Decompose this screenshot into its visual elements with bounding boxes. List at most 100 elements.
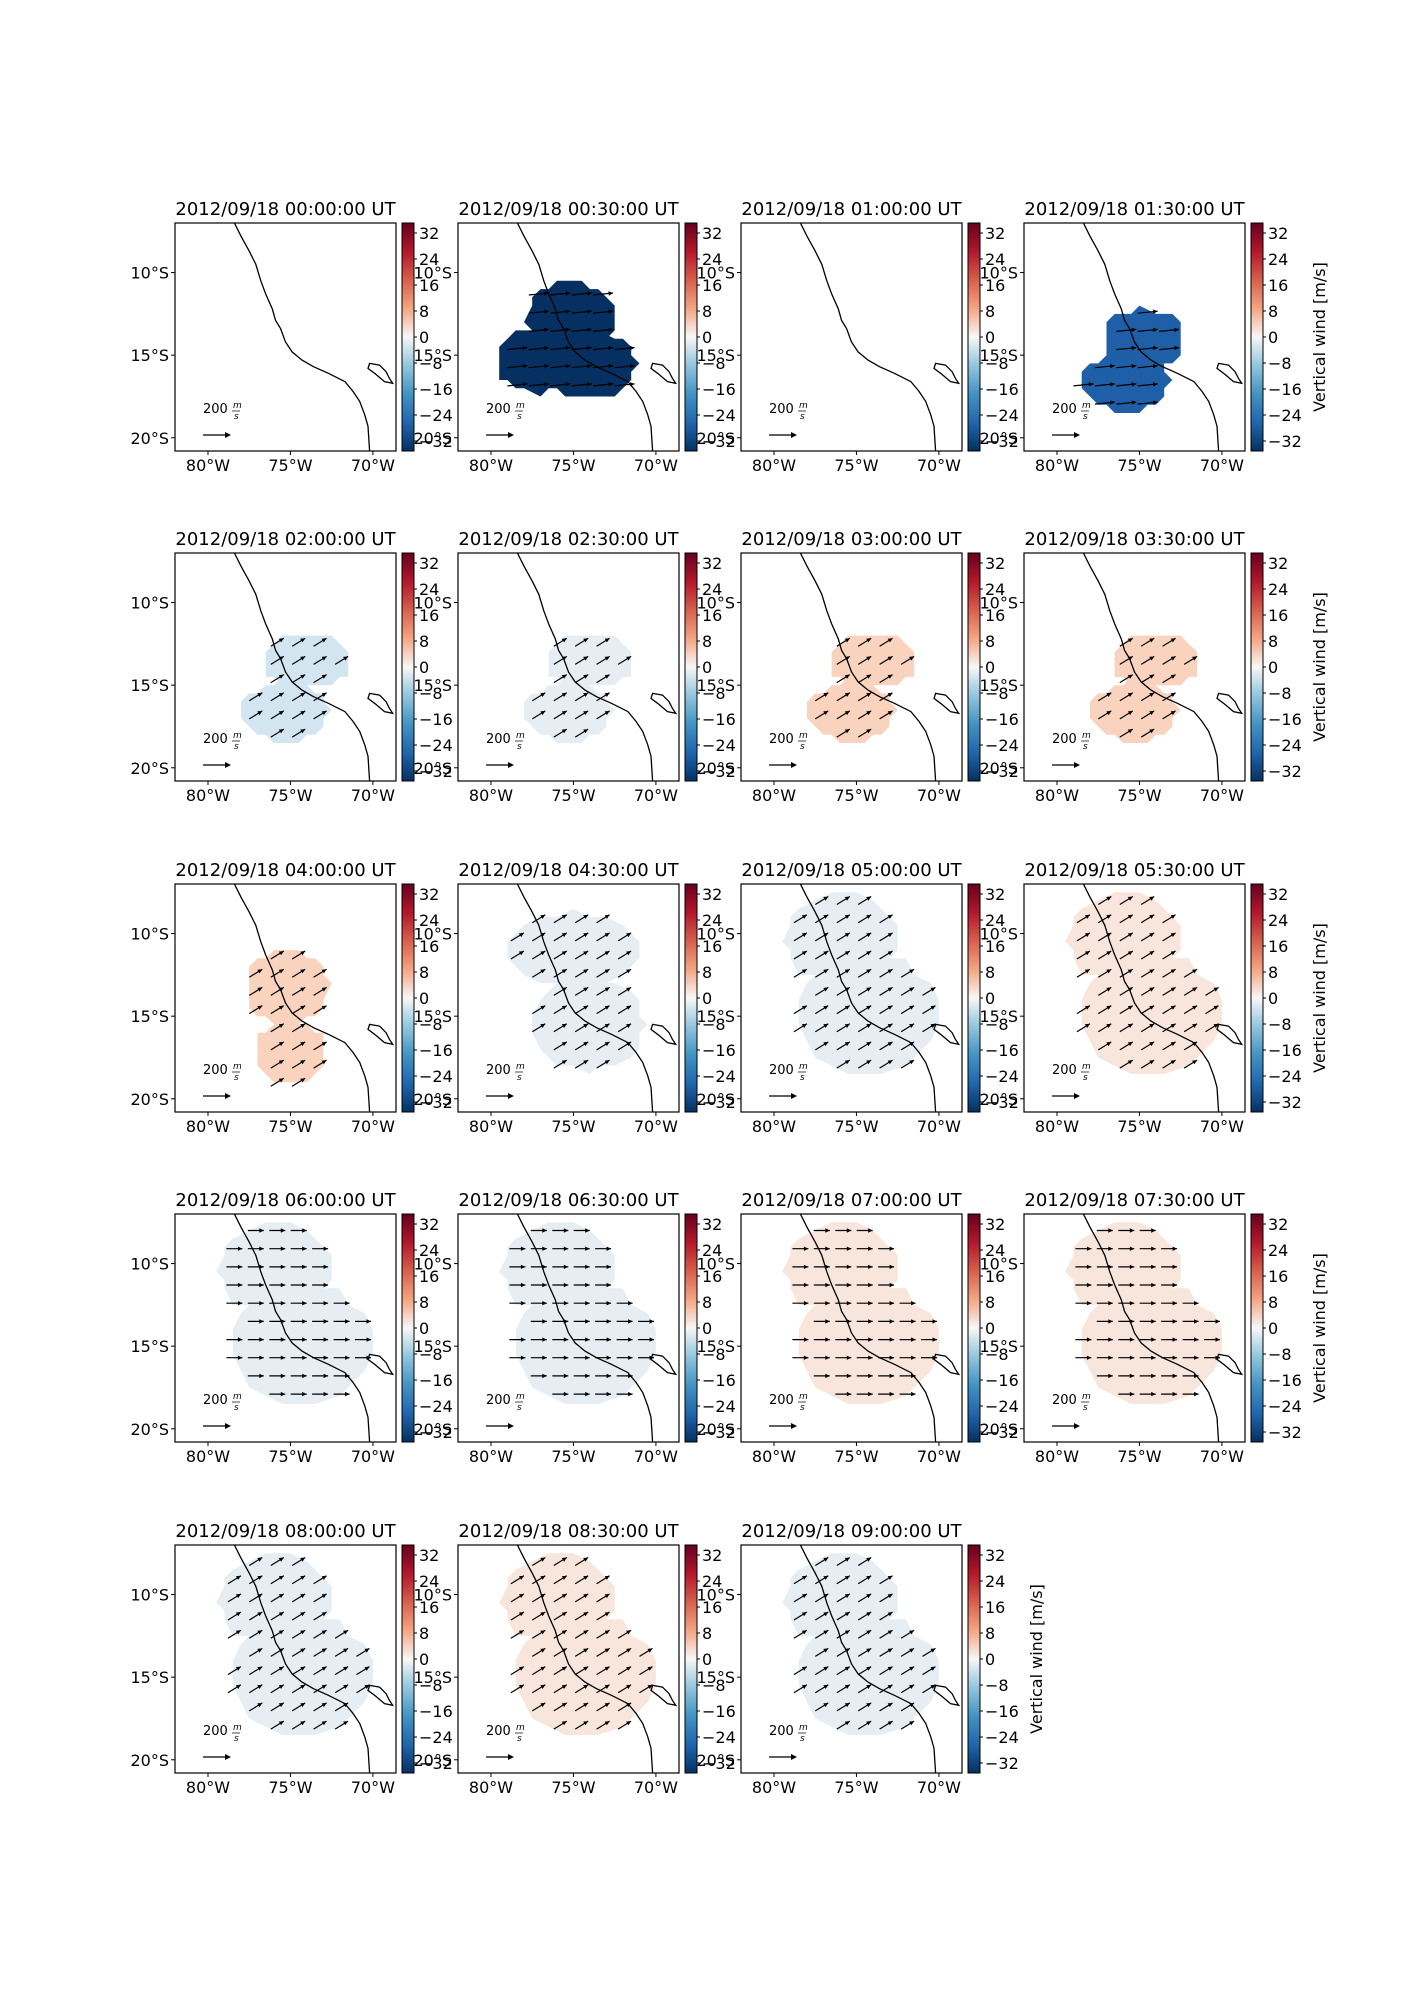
wind-arrow-head [604, 1648, 610, 1653]
colorbar-tick-label: 16 [702, 1598, 722, 1617]
wind-arrow-head [844, 1575, 850, 1580]
lon-tick-label: 75°W [551, 456, 595, 475]
wind-arrow-head [585, 1282, 590, 1288]
wind-arrow-head [647, 1684, 653, 1689]
scale-unit-bottom: s [1083, 742, 1088, 752]
colorbar [1250, 552, 1264, 782]
map-panel: 2012/09/18 08:00:00 UT 200 ms 80°W 75°W 70°W 1… [130, 1521, 452, 1797]
map-frame [740, 883, 963, 1113]
colorbar-tick-label: 16 [1268, 606, 1288, 625]
wind-arrow-head [1170, 1060, 1176, 1065]
colorbar-tick-label: 24 [702, 1572, 722, 1591]
colorbar-tick-label: 24 [985, 580, 1005, 599]
wind-arrow-head [259, 1337, 264, 1342]
wind-arrow-head [323, 1246, 329, 1251]
coastline [1082, 1214, 1220, 1442]
wind-arrow-head [604, 987, 610, 992]
scale-unit-bottom: s [517, 742, 522, 752]
wind-arrow-head [257, 710, 263, 716]
wind-arrow-head [585, 1373, 590, 1379]
wind-arrow-head [909, 1648, 915, 1653]
map-frame [740, 222, 963, 452]
map-panel: 2012/09/18 00:30:00 UT 200 ms 80°W 75°W 70°W 1… [413, 199, 735, 475]
wind-arrow-head [846, 1373, 852, 1379]
scale-unit-bottom: s [517, 1403, 522, 1413]
wind-arrow-head [866, 638, 872, 643]
panel-title: 2012/09/18 00:00:00 UT [175, 199, 396, 220]
wind-arrow-head [608, 309, 614, 314]
wind-arrow-head [823, 1575, 829, 1580]
colorbar-tick-label: 0 [1268, 1319, 1278, 1338]
wind-arrow-head [561, 729, 567, 734]
wind-arrow-head [345, 1319, 350, 1324]
wind-arrow-head [587, 291, 592, 296]
colorbar-tick-label: 24 [985, 250, 1005, 269]
map-frame [457, 883, 680, 1113]
wind-arrow-head [542, 1319, 547, 1324]
wind-arrow-head [237, 1337, 243, 1342]
lat-tick-label: 20°S [130, 429, 169, 448]
wind-arrow-head [540, 1593, 546, 1599]
wind-arrow-head [606, 1337, 612, 1342]
wind-arrow-head [1106, 951, 1112, 956]
wind-arrow-head [1170, 1005, 1176, 1010]
colorbar-tick-label: 16 [702, 937, 722, 956]
wind-arrow-head [909, 1666, 915, 1671]
lat-tick-label: 15°S [413, 1337, 452, 1356]
lon-tick-label: 70°W [634, 1117, 678, 1136]
wind-arrow-head [887, 656, 893, 661]
wind-arrow-head [866, 1630, 872, 1635]
lake-outline [1216, 1353, 1244, 1376]
wind-arrow-head [302, 1246, 307, 1251]
wind-arrow-head [563, 1246, 569, 1251]
wind-arrow-head [321, 1005, 327, 1010]
map-panel: 2012/09/18 03:30:00 UT 200 ms 80°W 75°W 70°W 1… [979, 529, 1329, 805]
wind-arrow-head [626, 1005, 632, 1010]
wind-arrow-head [300, 1041, 306, 1047]
wind-field-region [798, 1280, 939, 1404]
wind-arrow-head [606, 1282, 612, 1288]
wind-arrow-head [321, 987, 327, 992]
wind-arrow-head [626, 1023, 632, 1028]
wind-arrow-head [1149, 969, 1155, 974]
colorbar-tick-label: −16 [985, 1371, 1019, 1390]
scale-label: 200 [203, 1063, 228, 1078]
wind-arrow-head [801, 1612, 807, 1617]
scale-unit-top: m [799, 401, 808, 411]
scale-reference: 200 ms [203, 731, 242, 768]
wind-arrow-head [866, 1041, 872, 1047]
wind-arrow-head [868, 1373, 873, 1379]
wind-arrow-head [1215, 1319, 1220, 1324]
lon-tick-label: 75°W [834, 456, 878, 475]
colorbar-tick-label: 8 [985, 963, 995, 982]
wind-arrow-head [583, 932, 589, 938]
colorbar-tick-label: 32 [702, 224, 722, 243]
wind-arrow-head [561, 932, 567, 938]
wind-arrow-head [561, 1721, 567, 1726]
lat-tick-label: 20°S [130, 1090, 169, 1109]
lon-tick-label: 75°W [1117, 1447, 1161, 1466]
wind-arrow-head [343, 1702, 349, 1708]
wind-arrow-head [323, 1355, 329, 1360]
wind-arrow-head [909, 1005, 915, 1010]
map-area [458, 1214, 679, 1442]
scale-reference: 200 ms [769, 1392, 808, 1429]
wind-arrow-head [930, 1023, 936, 1028]
wind-arrow-head [604, 1702, 610, 1708]
wind-arrow-head [608, 382, 614, 387]
wind-arrow-head [868, 1319, 873, 1324]
wind-arrow-head [866, 656, 872, 661]
scale-unit-top: m [516, 1723, 525, 1733]
wind-arrow-head [1127, 896, 1133, 901]
colorbar-tick-label: −32 [985, 1423, 1019, 1442]
lon-tick-label: 80°W [186, 786, 230, 805]
scale-label: 200 [769, 402, 794, 417]
map-panel: 2012/09/18 04:30:00 UT 200 ms 80°W 75°W 70°W 1… [413, 860, 735, 1136]
wind-arrow-head [321, 674, 327, 679]
wind-arrow-head [604, 674, 610, 679]
wind-arrow-head [846, 1246, 852, 1251]
wind-arrow-head [626, 1648, 632, 1653]
lat-tick-label: 10°S [130, 1255, 169, 1274]
wind-arrow-head [544, 364, 549, 369]
wind-arrow-head [1172, 1301, 1178, 1306]
